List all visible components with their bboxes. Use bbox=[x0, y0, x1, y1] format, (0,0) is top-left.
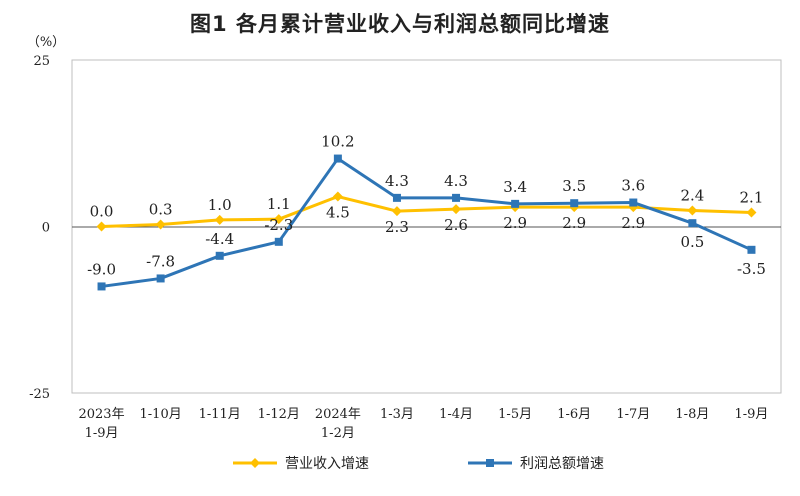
point-profit bbox=[629, 198, 638, 207]
data-label-revenue: 2.1 bbox=[740, 189, 764, 207]
data-label-revenue: 2.9 bbox=[621, 214, 645, 232]
y-tick-label: 0 bbox=[42, 221, 50, 236]
data-label-profit: 3.5 bbox=[562, 177, 586, 195]
point-profit bbox=[570, 199, 579, 208]
data-label-profit: 4.3 bbox=[385, 172, 409, 190]
legend: 营业收入增速 利润总额增速 bbox=[0, 448, 800, 478]
series-line-1 bbox=[101, 157, 753, 288]
point-profit bbox=[452, 193, 461, 202]
point-profit bbox=[511, 199, 520, 208]
x-tick-label: 1-6月 bbox=[557, 407, 591, 422]
data-label-revenue: 0.3 bbox=[149, 201, 173, 219]
legend-label-revenue: 营业收入增速 bbox=[285, 456, 369, 472]
x-tick-label: 1-8月 bbox=[675, 407, 709, 422]
data-label-revenue: 1.0 bbox=[208, 196, 232, 214]
x-tick-label: 1-10月 bbox=[140, 407, 182, 422]
x-tick-label: 1-11月 bbox=[199, 407, 241, 422]
data-label-revenue: 2.4 bbox=[680, 187, 704, 205]
point-profit bbox=[274, 237, 283, 246]
data-label-revenue: 4.5 bbox=[326, 204, 350, 222]
x-tick-label: 1-9月 bbox=[85, 426, 119, 441]
point-profit bbox=[156, 274, 165, 283]
point-profit bbox=[97, 282, 106, 291]
data-label-profit: 3.6 bbox=[621, 177, 645, 195]
data-label-profit: -3.5 bbox=[737, 260, 766, 278]
x-tick-label: 1-3月 bbox=[380, 407, 414, 422]
point-profit bbox=[215, 251, 224, 260]
data-label-profit: 0.5 bbox=[680, 233, 704, 251]
point-revenue bbox=[273, 214, 284, 225]
series-line-0 bbox=[101, 195, 752, 228]
legend-label-profit: 利润总额增速 bbox=[520, 456, 604, 472]
x-tick-label: 1-7月 bbox=[616, 407, 650, 422]
series-group bbox=[96, 154, 757, 291]
point-revenue bbox=[687, 205, 698, 216]
point-revenue bbox=[746, 207, 757, 218]
x-tick-label: 2023年 bbox=[78, 407, 124, 422]
y-tick-label: -25 bbox=[29, 387, 50, 402]
data-label-revenue: 0.0 bbox=[90, 203, 114, 221]
point-revenue bbox=[214, 214, 225, 225]
point-profit bbox=[333, 154, 342, 163]
legend-item-revenue: 营业收入增速 bbox=[233, 448, 369, 478]
x-tick-label: 1-2月 bbox=[321, 426, 355, 441]
x-tick-label: 1-9月 bbox=[734, 407, 768, 422]
data-label-revenue: 2.6 bbox=[444, 216, 468, 234]
chart-title: 图1 各月累计营业收入与利润总额同比增速 bbox=[190, 12, 610, 36]
data-label-profit: -4.4 bbox=[205, 230, 234, 248]
x-tick-label: 2024年 bbox=[315, 407, 361, 422]
point-revenue bbox=[391, 206, 402, 217]
point-profit bbox=[688, 219, 697, 228]
point-revenue bbox=[451, 204, 462, 215]
point-profit bbox=[747, 245, 756, 254]
legend-swatch-profit bbox=[468, 459, 512, 467]
data-label-profit: 4.3 bbox=[444, 172, 468, 190]
data-label-profit: -2.3 bbox=[264, 216, 293, 234]
y-axis-unit: （%） bbox=[27, 35, 65, 50]
y-axis-ticks: 25 0 -25 bbox=[29, 54, 50, 402]
x-tick-label: 1-12月 bbox=[258, 407, 300, 422]
data-label-profit: -7.8 bbox=[146, 252, 175, 270]
data-label-profit: -9.0 bbox=[87, 260, 116, 278]
data-label-revenue: 1.1 bbox=[267, 195, 291, 213]
point-revenue bbox=[332, 191, 343, 202]
point-profit bbox=[392, 193, 401, 202]
data-label-revenue: 2.3 bbox=[385, 218, 409, 236]
legend-swatch-revenue bbox=[233, 458, 277, 468]
point-revenue bbox=[96, 221, 107, 232]
x-tick-label: 1-5月 bbox=[498, 407, 532, 422]
data-label-revenue: 2.9 bbox=[562, 214, 586, 232]
x-tick-label: 1-4月 bbox=[439, 407, 473, 422]
data-label-revenue: 2.9 bbox=[503, 214, 527, 232]
data-label-profit: 10.2 bbox=[321, 133, 354, 151]
x-axis-ticks: 2023年 1-9月 1-10月 1-11月 1-12月 2024年 1-2月 1-3月 1-4… bbox=[78, 407, 768, 441]
data-labels: 0.0 0.3 1.0 1.1 4.5 2.3 2.6 2.9 2.9 2.9 2.4 2.1 -9.0… bbox=[87, 133, 766, 279]
legend-item-profit: 利润总额增速 bbox=[468, 448, 604, 478]
y-tick-label: 25 bbox=[33, 54, 50, 69]
point-revenue bbox=[155, 219, 166, 230]
data-label-profit: 3.4 bbox=[503, 178, 527, 196]
